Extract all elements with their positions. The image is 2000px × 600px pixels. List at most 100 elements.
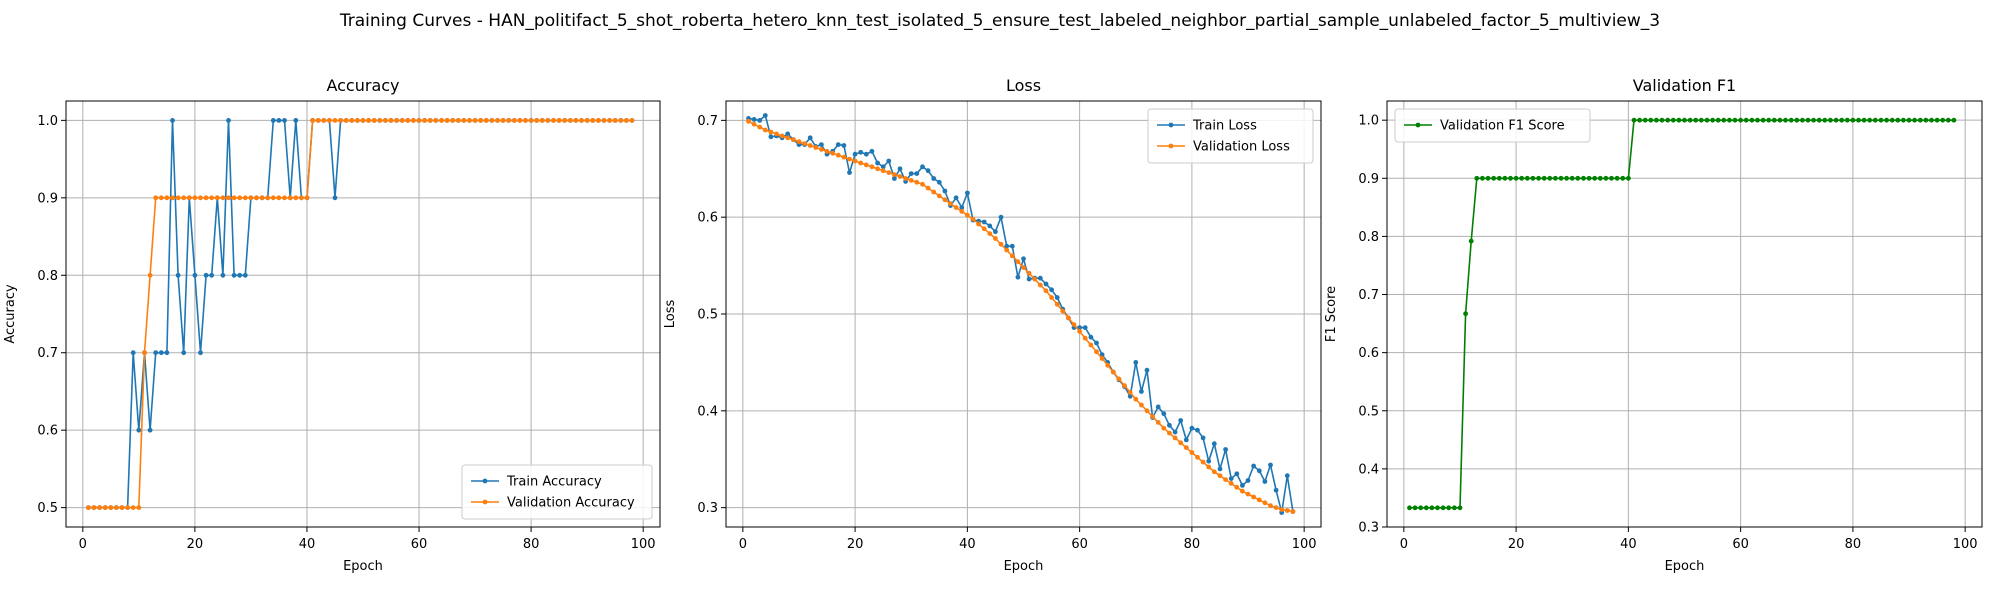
x-axis-label: Epoch — [1665, 559, 1705, 574]
plot-frame — [1386, 100, 1983, 528]
data-point — [539, 118, 545, 123]
data-point — [965, 212, 970, 218]
data-point — [1284, 473, 1290, 479]
data-point — [835, 142, 841, 148]
legend: Train Loss Validation Loss — [1147, 108, 1314, 164]
data-point — [1603, 175, 1609, 181]
data-point — [920, 164, 925, 170]
data-point — [270, 195, 276, 201]
data-point — [545, 118, 551, 123]
data-point — [1597, 175, 1603, 181]
legend-swatch-marker — [482, 478, 488, 484]
data-point — [1273, 487, 1279, 493]
data-point — [1088, 342, 1094, 348]
data-point — [147, 427, 153, 433]
data-point — [757, 124, 763, 130]
x-tick-label: 40 — [1620, 537, 1637, 552]
data-point — [242, 272, 248, 278]
data-point — [1026, 276, 1032, 282]
y-tick-label: 0.6 — [37, 424, 58, 439]
data-point — [86, 505, 91, 510]
data-point — [1094, 349, 1099, 355]
data-point — [394, 118, 399, 123]
data-point — [629, 118, 635, 123]
data-point — [332, 195, 338, 201]
data-point — [1755, 117, 1760, 123]
data-point — [1256, 468, 1262, 474]
data-point — [1234, 471, 1240, 477]
x-tick-label: 100 — [1953, 537, 1978, 552]
data-point — [1412, 505, 1418, 511]
data-point — [265, 195, 271, 201]
data-point — [411, 118, 416, 123]
data-point — [1195, 427, 1200, 433]
data-point — [1872, 117, 1878, 123]
data-point — [1037, 282, 1043, 288]
chart-title: Loss — [1006, 76, 1041, 95]
data-point — [1043, 281, 1049, 287]
data-point — [1094, 340, 1099, 346]
legend-label: Train Loss — [1192, 119, 1257, 134]
data-point — [136, 427, 142, 433]
data-point — [774, 131, 779, 137]
y-tick-label: 0.5 — [37, 501, 58, 516]
data-point — [892, 176, 897, 181]
data-point — [203, 272, 209, 278]
data-point — [130, 505, 136, 510]
data-point — [332, 118, 338, 123]
data-point — [209, 195, 215, 201]
data-point — [1468, 238, 1474, 244]
y-tick-label: 0.4 — [697, 404, 718, 419]
y-tick-label: 0.7 — [37, 346, 58, 361]
data-point — [433, 118, 439, 123]
y-tick-label: 1.0 — [37, 114, 58, 129]
y-tick-label: 0.8 — [37, 269, 58, 284]
data-point — [175, 195, 181, 201]
data-point — [1161, 411, 1167, 417]
data-point — [1558, 175, 1564, 181]
data-point — [1183, 437, 1189, 443]
data-point — [579, 118, 584, 123]
data-point — [1901, 117, 1906, 123]
data-point — [858, 160, 864, 166]
data-point — [981, 226, 987, 232]
plot-frame — [65, 100, 661, 528]
data-point — [1856, 117, 1861, 123]
data-point — [1682, 117, 1687, 123]
data-point — [242, 195, 248, 201]
data-point — [1099, 356, 1105, 361]
data-point — [1206, 458, 1212, 464]
x-tick-label: 0 — [739, 537, 747, 552]
data-point — [556, 118, 562, 123]
data-point — [315, 118, 321, 123]
x-tick-label: 40 — [959, 537, 976, 552]
data-point — [858, 149, 864, 155]
data-point — [596, 118, 601, 123]
data-point — [1268, 462, 1273, 468]
data-point — [1878, 117, 1884, 123]
data-point — [931, 176, 937, 181]
data-point — [1743, 117, 1749, 123]
data-point — [1251, 463, 1256, 469]
data-point — [1009, 243, 1015, 249]
data-point — [1822, 117, 1828, 123]
data-point — [1581, 175, 1586, 181]
data-point — [1004, 247, 1010, 253]
x-axis-label: Epoch — [1004, 559, 1044, 574]
data-point — [142, 350, 147, 356]
data-point — [1940, 117, 1946, 123]
data-point — [1923, 117, 1929, 123]
data-point — [299, 195, 304, 201]
data-point — [1895, 117, 1901, 123]
data-point — [1732, 117, 1738, 123]
legend-label: Train Accuracy — [506, 475, 602, 490]
data-point — [1861, 117, 1867, 123]
data-point — [880, 168, 886, 174]
data-point — [1054, 301, 1060, 307]
data-point — [1564, 175, 1569, 181]
data-point — [495, 118, 500, 123]
data-point — [1626, 175, 1631, 181]
data-point — [1167, 422, 1172, 428]
